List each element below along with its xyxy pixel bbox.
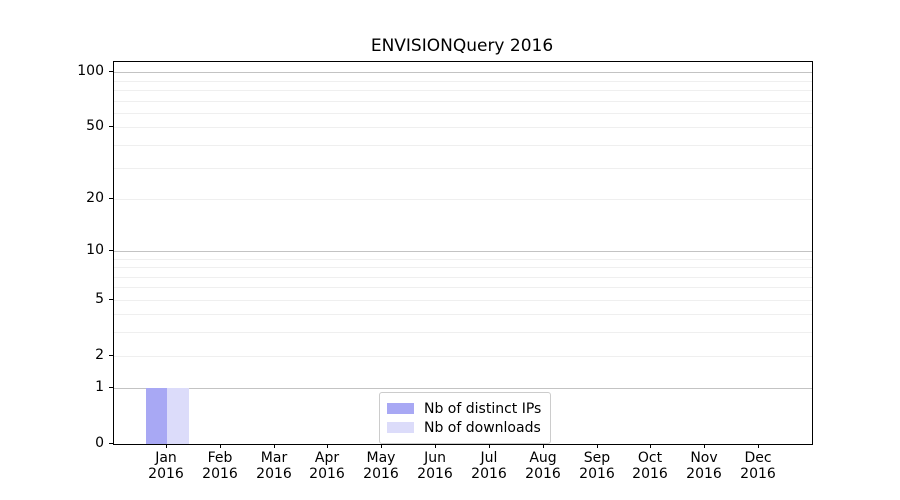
y-tick-label: 50 <box>86 118 104 134</box>
y-tick-label: 2 <box>95 347 104 363</box>
x-tick-mark <box>758 444 759 448</box>
minor-gridline <box>114 267 812 268</box>
major-gridline <box>114 388 812 389</box>
minor-gridline <box>114 90 812 91</box>
x-tick-label: Aug 2016 <box>525 450 561 482</box>
minor-gridline <box>114 145 812 146</box>
y-tick-mark <box>109 71 113 72</box>
x-tick-mark <box>220 444 221 448</box>
minor-gridline <box>114 287 812 288</box>
chart-title: ENVISIONQuery 2016 <box>370 36 554 56</box>
x-tick-mark <box>597 444 598 448</box>
legend-row: Nb of downloads <box>387 419 541 436</box>
y-tick-mark <box>109 198 113 199</box>
x-tick-mark <box>274 444 275 448</box>
minor-gridline <box>114 113 812 114</box>
minor-gridline <box>114 127 812 128</box>
y-tick-label: 0 <box>95 435 104 451</box>
y-tick-label: 1 <box>95 379 104 395</box>
y-tick-mark <box>109 355 113 356</box>
x-tick-mark <box>435 444 436 448</box>
x-tick-label: Apr 2016 <box>309 450 345 482</box>
legend-swatch <box>387 422 414 433</box>
minor-gridline <box>114 199 812 200</box>
y-tick-mark <box>109 443 113 444</box>
legend: Nb of distinct IPs Nb of downloads <box>379 392 552 444</box>
y-tick-mark <box>109 299 113 300</box>
legend-row: Nb of distinct IPs <box>387 400 541 417</box>
minor-gridline <box>114 332 812 333</box>
minor-gridline <box>114 356 812 357</box>
y-tick-label: 10 <box>86 242 104 258</box>
x-tick-mark <box>543 444 544 448</box>
x-tick-mark <box>704 444 705 448</box>
x-tick-label: Jul 2016 <box>471 450 507 482</box>
x-tick-label: Mar 2016 <box>256 450 292 482</box>
minor-gridline <box>114 259 812 260</box>
x-tick-label: May 2016 <box>363 450 399 482</box>
minor-gridline <box>114 81 812 82</box>
x-tick-label: Sep 2016 <box>579 450 615 482</box>
y-tick-mark <box>109 387 113 388</box>
minor-gridline <box>114 277 812 278</box>
y-tick-mark <box>109 126 113 127</box>
major-gridline <box>114 72 812 73</box>
x-tick-label: Nov 2016 <box>686 450 722 482</box>
minor-gridline <box>114 300 812 301</box>
minor-gridline <box>114 101 812 102</box>
x-tick-label: Jun 2016 <box>417 450 453 482</box>
x-tick-label: Oct 2016 <box>632 450 668 482</box>
x-tick-mark <box>381 444 382 448</box>
x-tick-mark <box>166 444 167 448</box>
x-tick-label: Jan 2016 <box>148 450 184 482</box>
y-tick-label: 5 <box>95 291 104 307</box>
minor-gridline <box>114 314 812 315</box>
legend-label: Nb of distinct IPs <box>424 400 542 417</box>
y-tick-label: 20 <box>86 190 104 206</box>
major-gridline <box>114 251 812 252</box>
y-tick-label: 100 <box>77 63 104 79</box>
bar <box>145 388 167 444</box>
x-tick-mark <box>489 444 490 448</box>
x-tick-mark <box>650 444 651 448</box>
plot-area: Nb of distinct IPs Nb of downloads <box>113 61 813 445</box>
minor-gridline <box>114 168 812 169</box>
legend-label: Nb of downloads <box>424 419 541 436</box>
y-tick-mark <box>109 250 113 251</box>
x-tick-label: Feb 2016 <box>202 450 238 482</box>
x-tick-mark <box>327 444 328 448</box>
legend-swatch <box>387 403 414 414</box>
bar <box>167 388 189 444</box>
x-tick-label: Dec 2016 <box>740 450 776 482</box>
